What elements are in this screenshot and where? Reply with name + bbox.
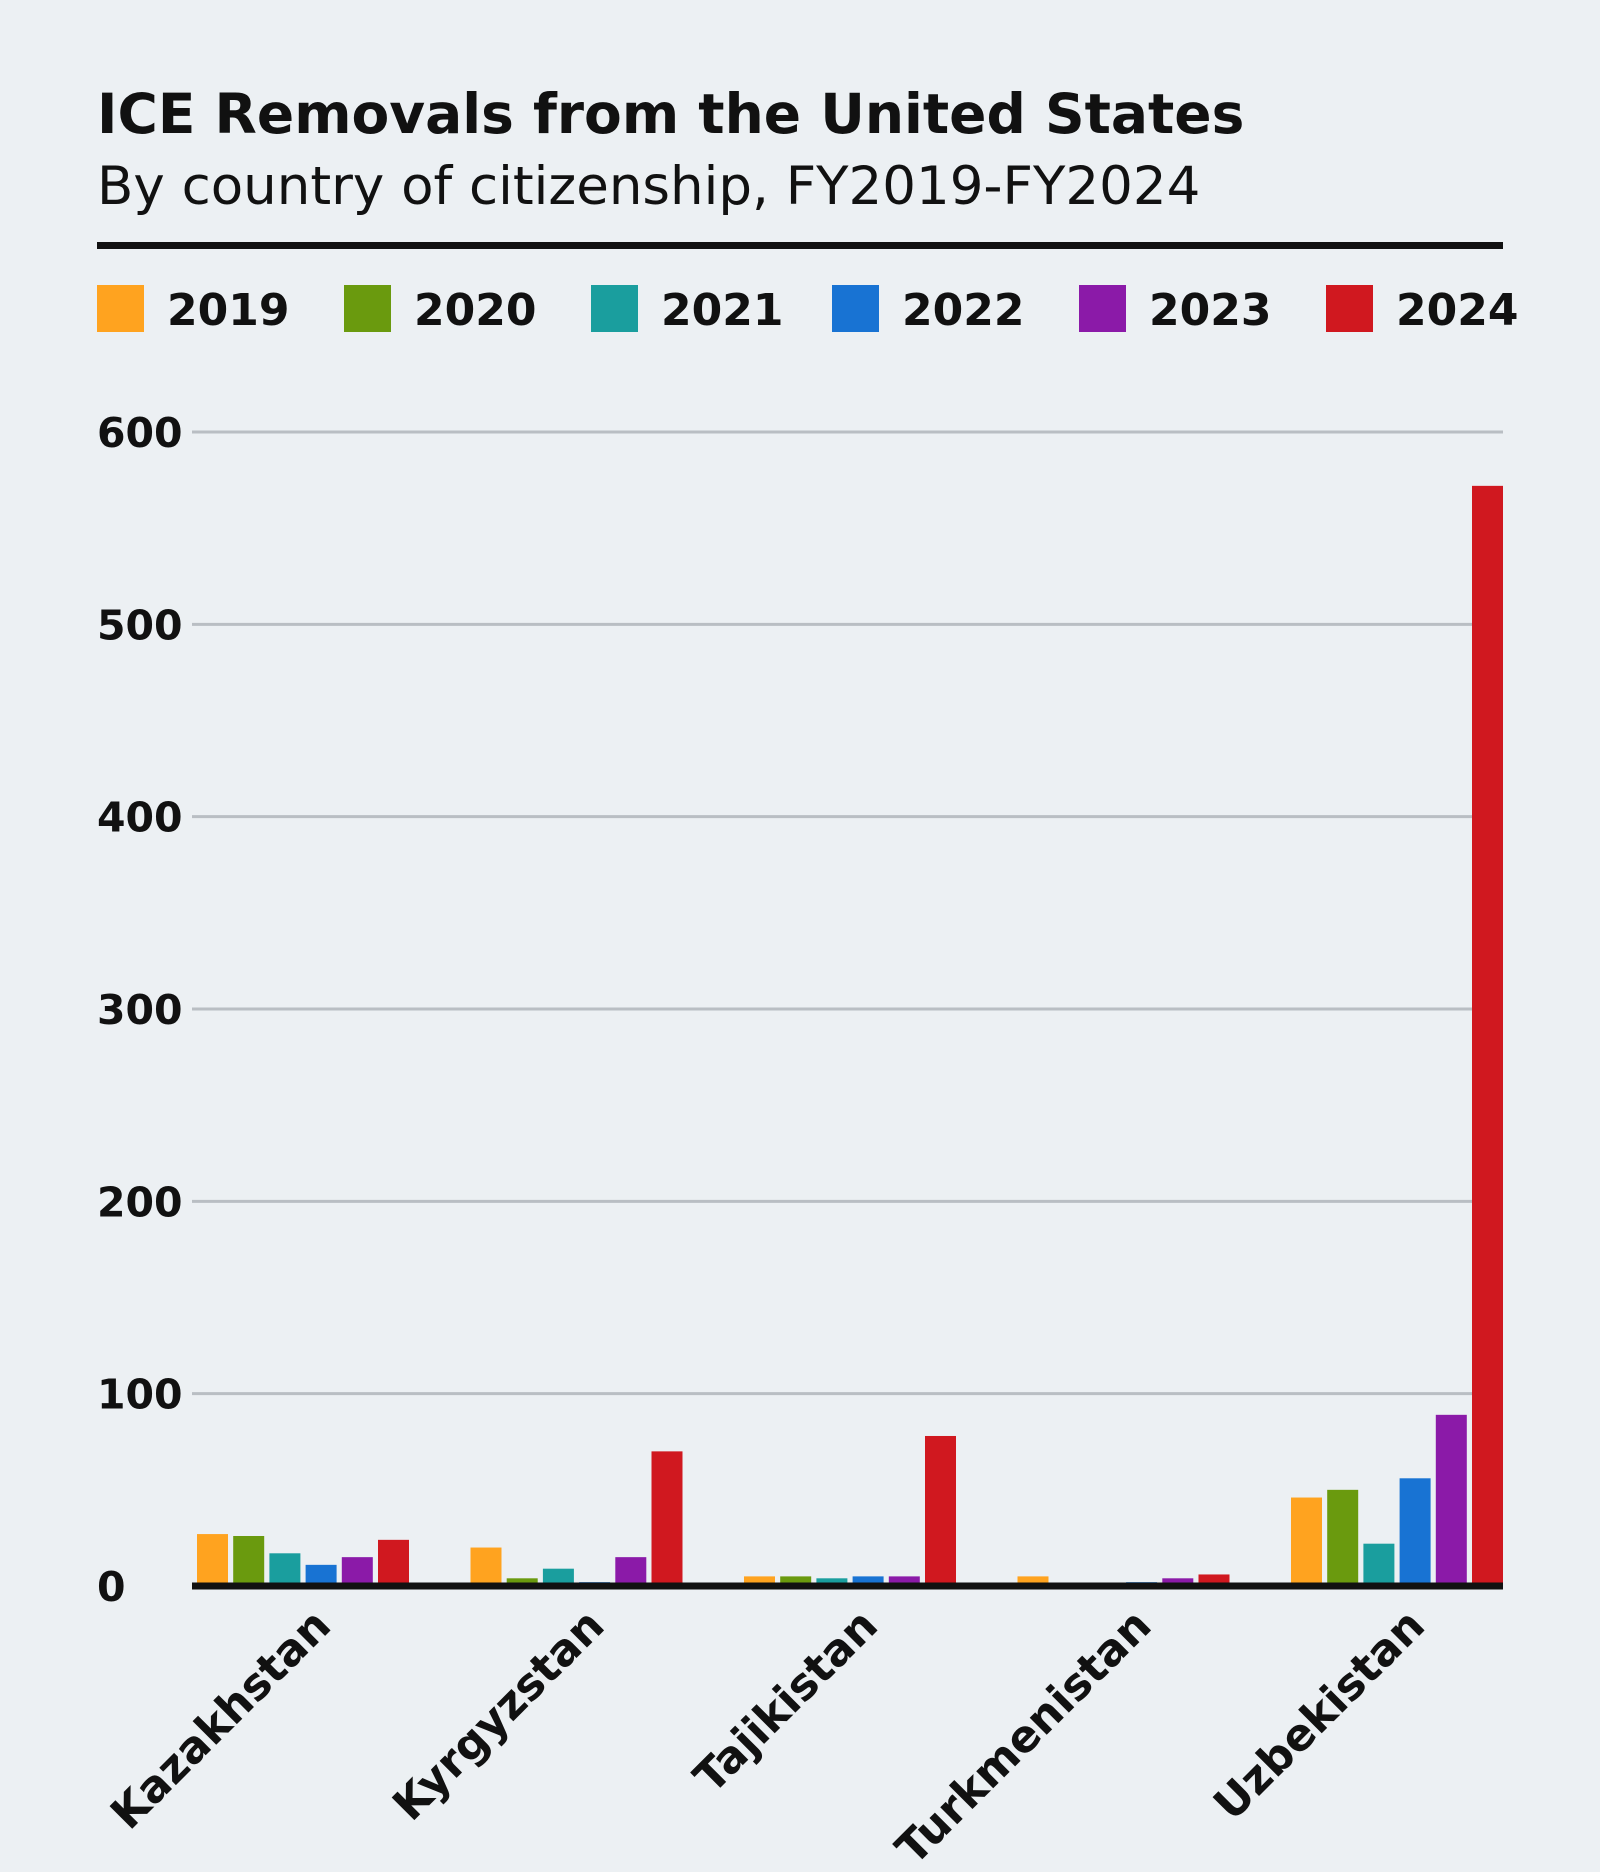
bar-kazakhstan-2023 [341, 1557, 373, 1586]
legend-label-2024: 2024 [1396, 285, 1518, 336]
x-tick-label-tajikistan: Tajikistan [684, 1600, 887, 1803]
x-tick-label-uzbekistan: Uzbekistan [1204, 1600, 1435, 1831]
bar-uzbekistan-2023 [1435, 1414, 1467, 1586]
legend-swatch-2023 [1079, 285, 1126, 332]
bar-kyrgyzstan-2023 [615, 1557, 647, 1586]
bar-turkmenistan-2023 [1162, 1578, 1194, 1586]
x-axis: Kazakhstan Kyrgyzstan TajikistanTurkmenist… [101, 1582, 1503, 1872]
bar-kazakhstan-2019 [197, 1534, 228, 1586]
y-tick-label-200: 200 [97, 1178, 183, 1226]
y-tick-label-300: 300 [97, 986, 183, 1034]
x-tick-label-kazakhstan: Kazakhstan [101, 1600, 341, 1840]
legend-label-2020: 2020 [414, 285, 536, 336]
bar-kazakhstan-2024 [378, 1539, 409, 1586]
bar-tajikistan-2024 [925, 1435, 956, 1586]
title-divider [97, 242, 1503, 249]
legend-label-2019: 2019 [167, 285, 289, 336]
bar-kyrgyzstan-2020 [506, 1578, 538, 1586]
bar-uzbekistan-2021 [1363, 1543, 1395, 1586]
legend-swatch-2022 [832, 285, 879, 332]
y-tick-label-100: 100 [97, 1371, 183, 1419]
chart-title: ICE Removals from the United States [97, 82, 1245, 146]
bar-tajikistan-2019 [744, 1576, 775, 1586]
chart-subtitle: By country of citizenship, FY2019-FY2024 [97, 156, 1201, 217]
x-tick-label-turkmenistan: Turkmenistan [886, 1600, 1161, 1872]
bar-tajikistan-2022 [852, 1576, 884, 1586]
y-axis: 0 100 200 300 400 500 600 [97, 409, 183, 1611]
bar-tajikistan-2021 [816, 1578, 848, 1586]
bar-kyrgyzstan-2021 [542, 1568, 574, 1586]
y-tick-label-600: 600 [97, 409, 183, 457]
bar-tajikistan-2020 [780, 1576, 812, 1586]
bar-turkmenistan-2019 [1017, 1576, 1049, 1586]
bar-uzbekistan-2019 [1291, 1497, 1322, 1586]
bar-kyrgyzstan-2024 [651, 1451, 683, 1586]
bar-kyrgyzstan-2019 [470, 1547, 502, 1586]
y-tick-label-0: 0 [97, 1563, 126, 1611]
x-tick-label-kyrgyzstan: Kyrgyzstan [383, 1600, 614, 1831]
legend: 2019 2020 2021 2022 2023 2024 [97, 285, 1518, 336]
bar-uzbekistan-2024 [1472, 485, 1503, 1587]
bar-kazakhstan-2020 [233, 1535, 265, 1586]
bar-kazakhstan-2022 [305, 1564, 337, 1586]
bar-tajikistan-2023 [888, 1576, 920, 1586]
bars [197, 485, 1503, 1587]
y-tick-label-400: 400 [97, 794, 183, 842]
legend-swatch-2020 [344, 285, 391, 332]
legend-label-2023: 2023 [1149, 285, 1271, 336]
gridlines [192, 430, 1503, 1396]
legend-label-2022: 2022 [902, 285, 1024, 336]
legend-swatch-2021 [591, 285, 638, 332]
bar-kazakhstan-2021 [269, 1553, 301, 1586]
legend-swatch-2024 [1326, 285, 1373, 332]
bar-uzbekistan-2020 [1327, 1489, 1359, 1586]
bar-uzbekistan-2022 [1399, 1478, 1431, 1586]
legend-label-2021: 2021 [661, 285, 783, 336]
legend-swatch-2019 [97, 285, 144, 332]
bar-turkmenistan-2024 [1198, 1574, 1230, 1586]
y-tick-label-500: 500 [97, 601, 183, 649]
